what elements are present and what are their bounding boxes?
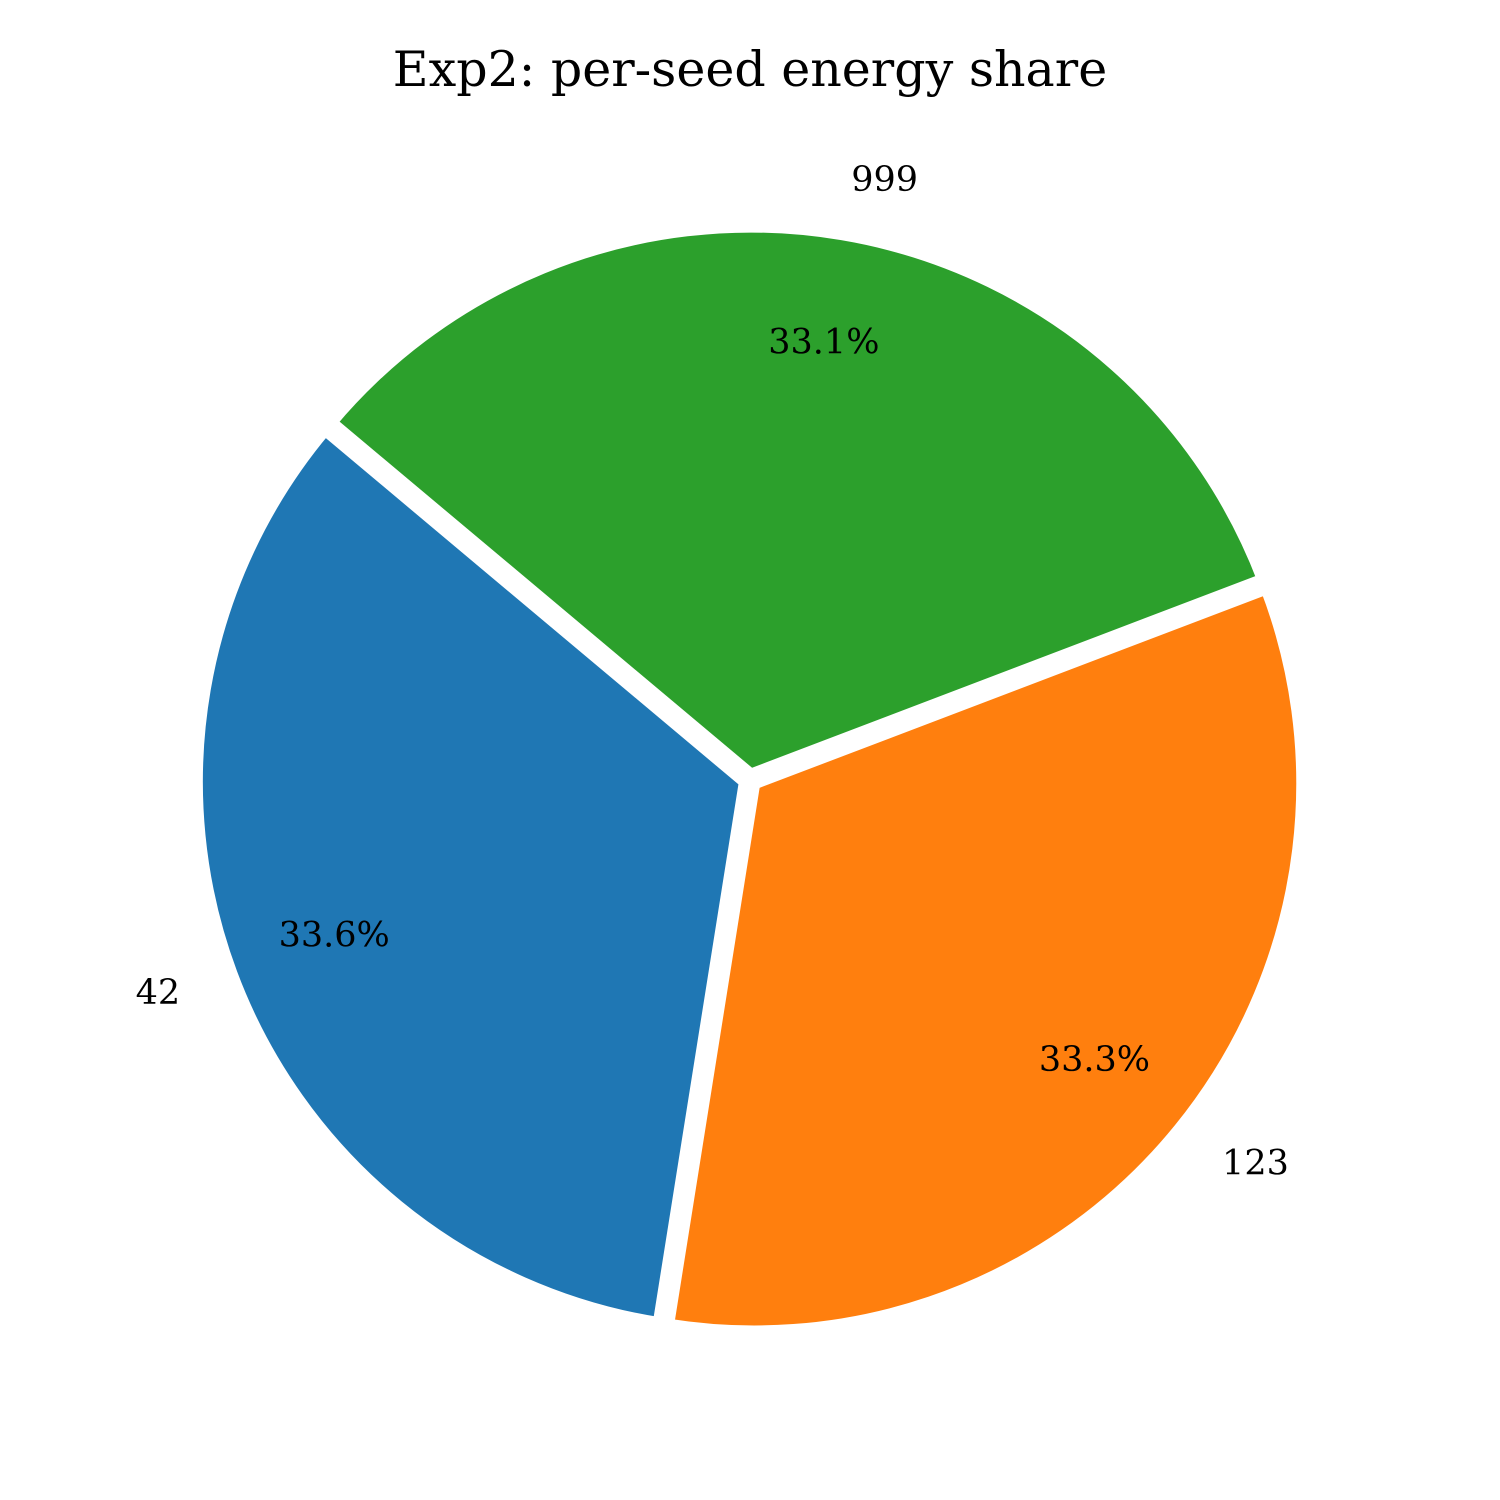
pie-slice-123 (661, 580, 1309, 1338)
pie-slices (190, 220, 1309, 1338)
slice-label-999: 999 (851, 160, 918, 200)
slice-percent-123: 33.3% (1039, 1040, 1150, 1080)
pie-labels: 42 33.6% 123 33.3% 999 33.1% (136, 160, 1289, 1183)
chart-title: Exp2: per-seed energy share (393, 41, 1107, 98)
slice-percent-999: 33.1% (768, 322, 879, 362)
slice-label-123: 123 (1222, 1144, 1289, 1184)
pie-slice-42 (190, 421, 752, 1330)
slice-label-42: 42 (136, 973, 181, 1013)
slice-percent-42: 33.6% (279, 915, 390, 955)
pie-slice-999 (322, 220, 1271, 782)
